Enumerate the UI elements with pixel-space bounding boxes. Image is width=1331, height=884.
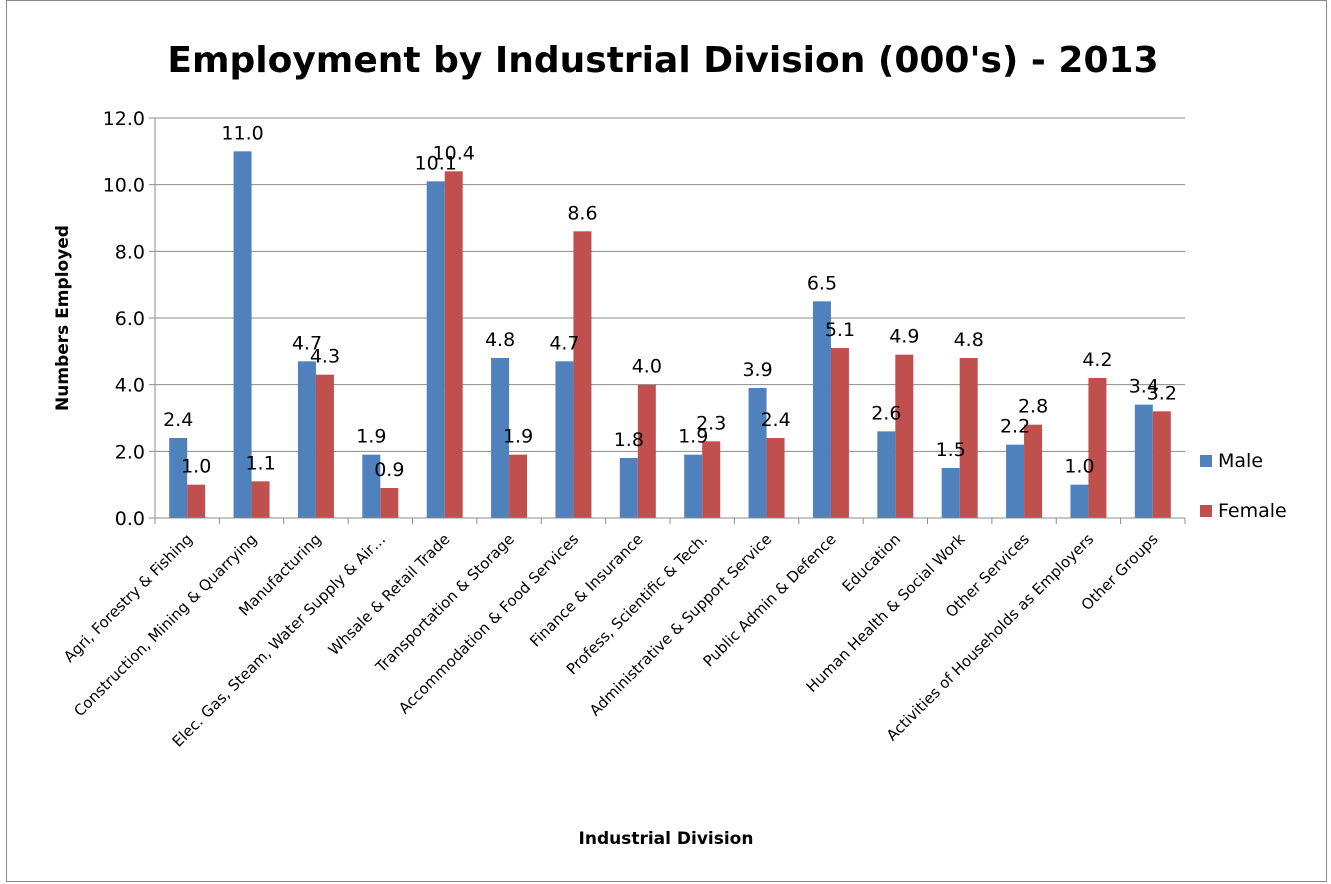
data-label-female: 4.2 (1082, 349, 1112, 371)
data-label-female: 5.1 (825, 319, 855, 341)
bar-female (1152, 411, 1171, 518)
data-label-female: 0.9 (374, 459, 404, 481)
category-label: Public Admin & Defence (699, 530, 839, 670)
y-axis-ticks: 0.0 2.0 4.0 6.0 8.0 10.0 12.0 (103, 108, 155, 530)
category-label: Finance & Insurance (526, 530, 646, 650)
data-label-female: 1.9 (503, 426, 533, 448)
data-label-male: 1.8 (614, 429, 644, 451)
category-label: Whsale & Retail Trade (325, 530, 454, 659)
y-tick-label: 8.0 (115, 241, 145, 263)
data-label-male: 3.9 (742, 359, 772, 381)
bar-male (169, 438, 188, 518)
bar-male (941, 468, 960, 518)
bar-female (187, 484, 206, 518)
category-label: Agri, Forestry & Fishing (60, 530, 196, 666)
data-label-male: 2.6 (871, 402, 901, 424)
data-label-female: 8.6 (567, 202, 597, 224)
x-axis-title: Industrial Division (579, 829, 754, 849)
data-label-female: 4.9 (889, 326, 919, 348)
y-tick-label: 0.0 (115, 508, 145, 530)
bar-male (1006, 444, 1025, 518)
data-label-female: 4.3 (310, 346, 340, 368)
y-tick-label: 2.0 (115, 441, 145, 463)
data-label-male: 1.9 (678, 426, 708, 448)
x-axis (154, 118, 1186, 524)
bar-male (1070, 484, 1089, 518)
chart-frame (6, 0, 1327, 882)
bar-male (233, 151, 252, 519)
data-label-male: 11.0 (221, 122, 263, 144)
bar-male (555, 361, 574, 518)
legend-swatch-male (1200, 455, 1212, 467)
data-label-male: 3.4 (1129, 376, 1159, 398)
bar-male (362, 454, 381, 518)
data-label-female: 4.0 (632, 356, 662, 378)
bar-male (748, 388, 767, 518)
bar-female (251, 481, 270, 518)
data-label-female: 4.8 (954, 329, 984, 351)
data-label-female: 2.3 (696, 412, 726, 434)
data-label-female: 2.8 (1018, 396, 1048, 418)
bar-male (812, 301, 831, 518)
bar-female (1024, 424, 1043, 518)
data-label-male: 2.4 (163, 409, 193, 431)
data-label-male: 1.0 (1064, 456, 1094, 478)
y-tick-label: 12.0 (103, 108, 145, 130)
data-label-male: 4.7 (549, 332, 579, 354)
chart-title: Employment by Industrial Division (000's… (167, 40, 1158, 81)
y-tick-label: 6.0 (115, 308, 145, 330)
category-label: Education (839, 530, 905, 596)
data-label-female: 2.4 (760, 409, 790, 431)
bar-female (959, 358, 978, 518)
data-label-male: 6.5 (807, 272, 837, 294)
bar-male (491, 358, 510, 518)
data-label-male: 4.7 (292, 332, 322, 354)
bar-female (444, 171, 463, 519)
data-label-female: 3.2 (1147, 382, 1177, 404)
data-label-male: 2.2 (1000, 416, 1030, 438)
bar-female (1088, 378, 1107, 518)
legend-label-female: Female (1218, 500, 1287, 522)
bar-female (830, 348, 849, 518)
data-label-male: 1.9 (356, 426, 386, 448)
bar-male (426, 181, 445, 519)
legend-label-male: Male (1218, 450, 1263, 472)
y-tick-label: 10.0 (103, 175, 145, 197)
bar-male (297, 361, 316, 518)
bar-female (509, 454, 528, 518)
data-label-male: 4.8 (485, 329, 515, 351)
bar-female (766, 438, 785, 518)
bar-female (895, 354, 914, 518)
legend-swatch-female (1200, 505, 1212, 517)
bar-female (702, 441, 721, 518)
data-label-female: 10.4 (433, 142, 475, 164)
bar-male (619, 458, 638, 518)
bar-female (380, 488, 399, 518)
bar-female (637, 384, 656, 518)
bar-male (1134, 404, 1153, 518)
data-label-male: 1.5 (936, 439, 966, 461)
data-label-female: 1.0 (181, 456, 211, 478)
bar-male (684, 454, 703, 518)
data-label-male: 10.1 (415, 152, 457, 174)
data-labels: 2.4 11.0 4.7 1.9 10.1 4.8 4.7 1.8 1.9 3.9 6.5 2.6 1.… (163, 122, 1177, 481)
bar-female (315, 374, 334, 518)
bar-male (877, 431, 896, 518)
data-label-female: 1.1 (245, 452, 275, 474)
legend: Male Female (1200, 450, 1287, 522)
y-tick-label: 4.0 (115, 375, 145, 397)
bars (169, 151, 1171, 519)
bar-female (573, 231, 592, 519)
y-axis-title: Numbers Employed (53, 225, 73, 411)
